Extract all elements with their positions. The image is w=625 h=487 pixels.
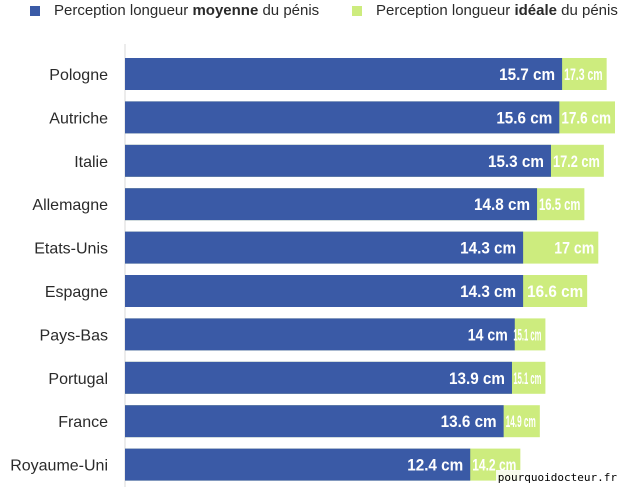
data-label-moyenne: 14 cm xyxy=(468,325,508,344)
category-label: Espagne xyxy=(45,284,108,301)
bar-moyenne xyxy=(125,361,512,394)
legend-label-ideale: Perception longueur idéale du pénis xyxy=(376,2,618,19)
bar-moyenne xyxy=(125,448,471,481)
data-label-moyenne: 15.7 cm xyxy=(499,65,555,84)
data-label-ideale: 17.3 cm xyxy=(564,65,603,84)
category-label: Portugal xyxy=(48,371,108,388)
category-label: Royaume-Uni xyxy=(10,458,108,475)
data-label-ideale: 17.6 cm xyxy=(561,108,611,127)
category-label: Pologne xyxy=(49,67,108,84)
data-label-moyenne: 14.3 cm xyxy=(460,282,516,301)
data-label-ideale: 14.2 cm xyxy=(472,456,516,475)
legend-swatch-ideale xyxy=(352,5,362,16)
bar-moyenne xyxy=(125,231,524,264)
data-label-ideale: 15.1 cm xyxy=(513,369,541,388)
data-label-ideale: 17 cm xyxy=(554,239,594,258)
data-label-ideale: 14.9 cm xyxy=(506,412,536,431)
data-label-ideale: 15.1 cm xyxy=(513,325,541,344)
legend-item-moyenne: Perception longueur moyenne du pénis xyxy=(30,2,319,19)
data-label-moyenne: 15.3 cm xyxy=(488,152,544,171)
category-label: Etats-Unis xyxy=(34,241,108,258)
bar-moyenne xyxy=(125,144,551,177)
bar-moyenne xyxy=(125,188,538,221)
bar-moyenne xyxy=(125,58,563,90)
data-label-ideale: 17.2 cm xyxy=(553,152,600,171)
data-label-ideale: 16.6 cm xyxy=(527,282,583,301)
legend-swatch-moyenne xyxy=(30,5,40,16)
bar-moyenne xyxy=(125,101,560,134)
bar-moyenne xyxy=(125,318,515,351)
data-label-moyenne: 13.6 cm xyxy=(441,412,497,431)
data-label-moyenne: 14.3 cm xyxy=(460,239,516,258)
data-label-moyenne: 13.9 cm xyxy=(449,369,505,388)
data-label-moyenne: 14.8 cm xyxy=(474,195,530,214)
category-label: Allemagne xyxy=(32,197,108,214)
data-label-moyenne: 12.4 cm xyxy=(407,456,463,475)
legend: Perception longueur moyenne du pénis Per… xyxy=(0,0,625,30)
watermark: pourquoidocteur.fr xyxy=(495,470,619,485)
category-label: Autriche xyxy=(49,110,108,127)
category-label: Pays-Bas xyxy=(40,327,108,344)
bar-moyenne xyxy=(125,405,504,438)
category-label: France xyxy=(58,414,108,431)
category-label: Italie xyxy=(74,154,108,171)
data-label-moyenne: 15.6 cm xyxy=(496,108,552,127)
legend-label-moyenne: Perception longueur moyenne du pénis xyxy=(54,2,320,19)
legend-item-ideale: Perception longueur idéale du pénis xyxy=(352,2,618,19)
data-label-ideale: 16.5 cm xyxy=(539,195,580,214)
bar-moyenne xyxy=(125,275,524,307)
